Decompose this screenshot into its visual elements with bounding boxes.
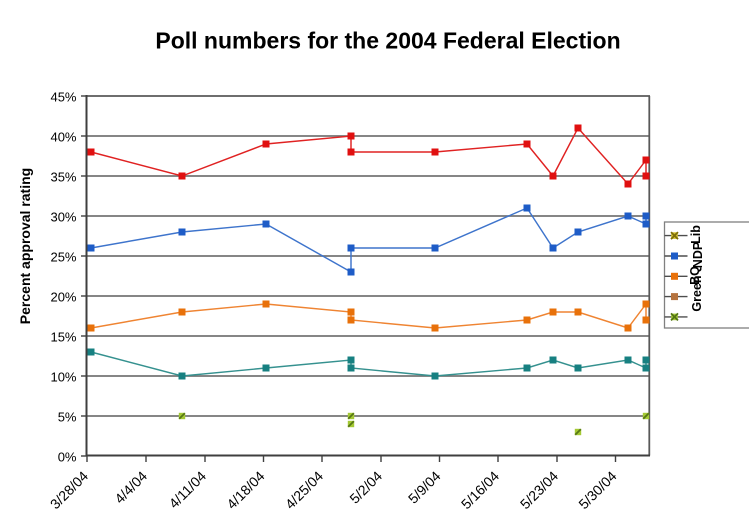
svg-text:Lib: Lib [689,225,703,244]
svg-text:20%: 20% [50,290,76,305]
svg-text:Poll numbers for the 2004 Fede: Poll numbers for the 2004 Federal Electi… [155,28,620,54]
svg-text:Percent approval rating: Percent approval rating [17,168,33,324]
svg-text:5%: 5% [58,410,77,425]
svg-text:Green: Green [690,275,704,311]
svg-text:0%: 0% [58,450,77,465]
svg-text:10%: 10% [50,370,76,385]
svg-text:NDP: NDP [691,242,705,268]
svg-text:45%: 45% [50,90,76,105]
svg-text:40%: 40% [50,130,76,145]
svg-text:25%: 25% [50,250,76,265]
svg-text:35%: 35% [50,170,76,185]
svg-text:30%: 30% [50,210,76,225]
svg-text:15%: 15% [50,330,76,345]
